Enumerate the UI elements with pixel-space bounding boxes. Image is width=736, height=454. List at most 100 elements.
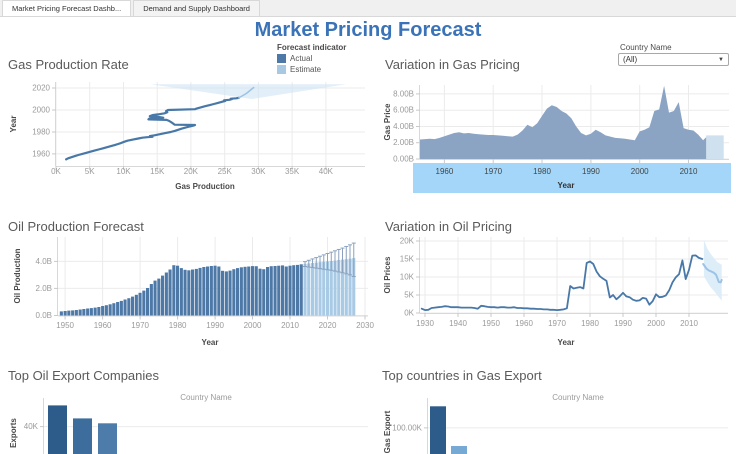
series-actual[interactable] [59,264,303,316]
chart-top-oil-export-companies[interactable]: 40K Exports Country Name [9,393,368,454]
chart-oil-production-forecast[interactable]: 0.0B 2.0B 4.0B 1950 1960 1970 1980 1990 2000 2010… [13,237,374,347]
tick-labels: 40K [24,422,44,431]
svg-text:0.0B: 0.0B [36,311,52,320]
svg-text:2020: 2020 [32,84,50,93]
year-axis-filter-highlight[interactable] [413,163,731,193]
chart-title-oil-pricing: Variation in Oil Pricing [385,219,512,234]
forecast-indicator-legend: Forecast indicator Actual Estimate [277,43,346,74]
tab-market-pricing-forecast[interactable]: Market Pricing Forecast Dashb... [2,0,132,16]
svg-text:Gas Production: Gas Production [175,182,235,191]
svg-text:2010: 2010 [680,167,698,176]
tick-labels: 0K 5K 10K 15K 20K 1930 1940 1950 1960 1970 1980 199… [400,237,699,329]
chart-title-gas-pricing: Variation in Gas Pricing [385,57,520,72]
svg-text:15K: 15K [400,255,415,264]
chart-gas-production-rate[interactable]: 1960 1980 2000 2020 0K 5K 10K 15K 20K 25K 30K 35K 40… [9,82,365,191]
svg-text:Gas Export: Gas Export [383,410,392,453]
svg-text:10K: 10K [400,273,415,282]
svg-text:1980: 1980 [32,128,50,137]
svg-text:35K: 35K [285,167,300,176]
dashboard-title: Market Pricing Forecast [254,19,482,41]
svg-text:Oil Production: Oil Production [13,248,22,303]
legend-swatch-0 [277,54,286,63]
axis-titles: Gas Production Year [9,116,235,191]
svg-text:2010: 2010 [281,321,299,330]
svg-text:Year: Year [202,338,219,347]
svg-text:Country Name: Country Name [552,393,604,402]
axis-titles: Year Oil Production [13,248,218,347]
svg-text:1990: 1990 [206,321,224,330]
series-actual[interactable] [64,96,240,161]
svg-text:4.00B: 4.00B [393,122,414,131]
svg-text:2020: 2020 [319,321,337,330]
chart-gas-pricing[interactable]: 0.00B 2.00B 4.00B 6.00B 8.00B 1960 1970 1980 199… [383,85,731,193]
svg-text:20K: 20K [400,237,415,246]
svg-text:2.0B: 2.0B [36,284,52,293]
svg-text:Year: Year [558,181,575,190]
axis-titles: Year Gas Price [383,103,574,190]
svg-text:40K: 40K [319,167,334,176]
legend-title: Forecast indicator [277,43,347,52]
series-export-bars[interactable] [48,405,117,454]
svg-text:1960: 1960 [436,167,454,176]
series-actual[interactable] [420,85,708,159]
svg-text:1970: 1970 [548,319,566,328]
series-forecast-band[interactable] [703,239,722,301]
svg-text:1970: 1970 [131,321,149,330]
chart-title-oil-production-forecast: Oil Production Forecast [8,219,144,234]
svg-text:Exports: Exports [9,418,18,448]
svg-text:6.00B: 6.00B [393,106,414,115]
svg-text:2000: 2000 [244,321,262,330]
tab-demand-and-supply[interactable]: Demand and Supply Dashboard [133,0,260,16]
svg-text:1960: 1960 [94,321,112,330]
series-export-bars[interactable] [430,406,467,454]
gridlines [420,237,728,314]
chevron-down-icon: ▼ [718,56,724,63]
svg-text:100.00K: 100.00K [392,423,422,432]
svg-text:40K: 40K [24,422,39,431]
legend-label-estimate: Estimate [290,65,322,74]
svg-text:1960: 1960 [32,149,50,158]
svg-text:1980: 1980 [533,167,551,176]
axis-titles: Year Oil Prices [383,256,574,347]
axis-titles: Gas Export Country Name [383,393,604,453]
gridlines [55,82,365,166]
chart-title-top-gas-export: Top countries in Gas Export [382,368,542,383]
svg-text:2.00B: 2.00B [393,138,414,147]
svg-text:Oil Prices: Oil Prices [383,256,392,293]
svg-text:4.0B: 4.0B [36,257,52,266]
svg-text:1990: 1990 [614,319,632,328]
tick-labels: 0.00B 2.00B 4.00B 6.00B 8.00B 1960 1970 1980 199… [393,89,698,176]
legend-label-actual: Actual [290,54,313,63]
svg-text:5K: 5K [404,291,414,300]
svg-text:20K: 20K [184,167,199,176]
svg-text:1990: 1990 [582,167,600,176]
chart-oil-pricing[interactable]: 0K 5K 10K 15K 20K 1930 1940 1950 1960 1970 1980 199… [383,237,728,348]
series-forecast-interval[interactable] [303,242,356,278]
series-estimate[interactable] [238,86,255,99]
country-filter-dropdown[interactable]: (All) ▼ [618,53,729,66]
legend-item-actual[interactable]: Actual [277,54,346,63]
legend-item-estimate[interactable]: Estimate [277,65,346,74]
series-actual[interactable] [420,254,704,312]
chart-title-gas-production-rate: Gas Production Rate [8,57,129,72]
series-estimate[interactable] [303,258,356,316]
svg-text:0.00B: 0.00B [393,155,414,164]
legend-swatch-1 [277,65,286,74]
chart-title-top-oil-export: Top Oil Export Companies [8,368,160,383]
svg-text:1980: 1980 [581,319,599,328]
svg-text:Country Name: Country Name [180,393,232,402]
svg-text:2030: 2030 [356,321,374,330]
svg-text:1980: 1980 [169,321,187,330]
svg-text:Year: Year [558,338,575,347]
svg-text:Gas Price: Gas Price [383,103,392,140]
svg-text:2000: 2000 [32,106,50,115]
series-estimate[interactable] [706,135,724,159]
axes [419,85,729,160]
svg-text:5K: 5K [85,167,95,176]
tick-labels: 0.0B 2.0B 4.0B 1950 1960 1970 1980 1990 2000 2010… [36,257,375,330]
svg-text:Year: Year [9,116,18,133]
series-estimate[interactable] [702,263,723,284]
tick-labels: 100.00K [392,423,428,432]
